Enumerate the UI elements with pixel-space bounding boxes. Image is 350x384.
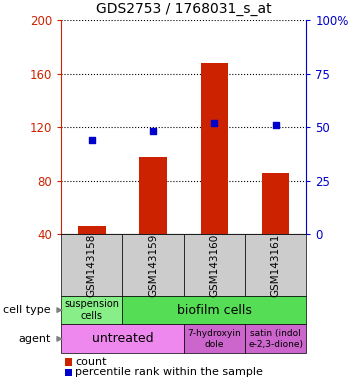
Bar — [65, 369, 72, 376]
Title: GDS2753 / 1768031_s_at: GDS2753 / 1768031_s_at — [96, 2, 272, 16]
Point — [211, 120, 217, 126]
Bar — [78, 226, 106, 234]
Text: GSM143159: GSM143159 — [148, 233, 158, 297]
Text: 7-hydroxyin
dole: 7-hydroxyin dole — [188, 329, 241, 349]
Text: untreated: untreated — [92, 333, 153, 345]
Text: suspension
cells: suspension cells — [64, 299, 119, 321]
Text: biofilm cells: biofilm cells — [177, 304, 252, 316]
Text: percentile rank within the sample: percentile rank within the sample — [75, 367, 263, 377]
Bar — [184, 324, 245, 353]
Bar — [61, 296, 122, 324]
Bar — [65, 358, 72, 366]
Bar — [139, 157, 167, 234]
Bar — [61, 234, 122, 296]
Bar — [122, 296, 306, 324]
Text: count: count — [75, 357, 107, 367]
Text: agent: agent — [18, 334, 51, 344]
Text: cell type: cell type — [3, 305, 51, 315]
Bar — [61, 324, 184, 353]
Point — [89, 137, 95, 143]
Text: GSM143160: GSM143160 — [209, 233, 219, 296]
Bar — [245, 234, 306, 296]
Bar — [262, 173, 289, 234]
Bar — [201, 63, 228, 234]
Point — [150, 128, 156, 134]
Text: satin (indol
e-2,3-dione): satin (indol e-2,3-dione) — [248, 329, 303, 349]
Bar — [184, 234, 245, 296]
Text: GSM143158: GSM143158 — [87, 233, 97, 297]
Point — [273, 122, 279, 128]
Bar — [122, 234, 184, 296]
Bar — [245, 324, 306, 353]
Text: GSM143161: GSM143161 — [271, 233, 281, 297]
